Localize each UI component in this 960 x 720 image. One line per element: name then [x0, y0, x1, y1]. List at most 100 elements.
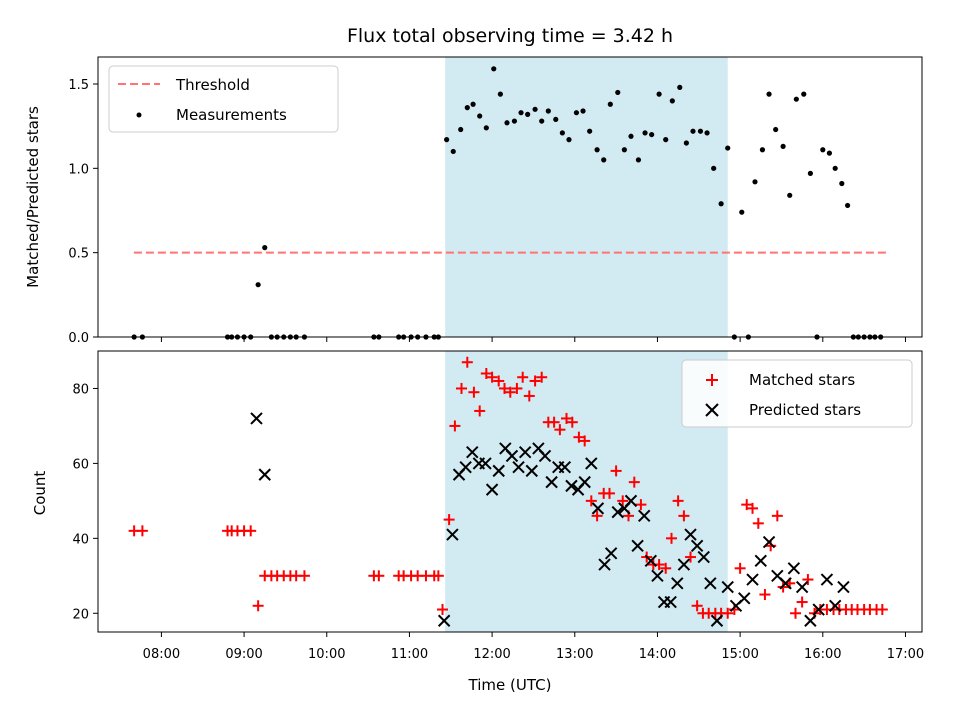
- predicted-star-point: [746, 573, 759, 586]
- y-tick-label: 40: [72, 532, 89, 547]
- matched-star-point: [741, 499, 753, 511]
- measurement-point: [539, 118, 545, 124]
- measurement-point: [683, 140, 689, 146]
- matched-star-point: [685, 551, 697, 563]
- predicted-star-point: [485, 483, 499, 496]
- measurement-point: [458, 126, 464, 133]
- measurement-point: [820, 147, 826, 153]
- matched-star-point: [802, 574, 814, 586]
- measurement-point: [635, 157, 642, 163]
- measurement-point: [607, 101, 613, 107]
- predicted-star-point: [492, 464, 505, 478]
- predicted-star-point: [754, 554, 767, 568]
- matched-star-point: [136, 525, 148, 537]
- matched-star-point: [752, 517, 764, 529]
- predicted-star-point: [578, 475, 591, 489]
- x-tick-label: 08:00: [143, 647, 180, 662]
- top-chart: 0.0 0.5 1.0 1.5 Flux total observing time =…: [24, 25, 923, 346]
- measurement-point: [525, 111, 531, 117]
- matched-star-point: [499, 382, 511, 394]
- measurement-point: [718, 201, 724, 207]
- measurement-point: [759, 147, 766, 153]
- matched-star-point: [493, 375, 505, 387]
- measurement-point: [483, 125, 489, 131]
- predicted-star-point: [704, 577, 717, 590]
- matched-star-point: [252, 600, 264, 612]
- legend-measurements-marker: [136, 112, 142, 118]
- predicted-star-point: [804, 614, 817, 627]
- predicted-star-point: [779, 577, 792, 590]
- y-tick-label: 0.5: [68, 247, 89, 262]
- measurement-point: [450, 148, 456, 155]
- predicted-star-point: [538, 449, 552, 463]
- matched-star-point: [585, 495, 597, 507]
- predicted-star-point: [518, 445, 532, 459]
- y-tick-label: 0.0: [68, 331, 89, 346]
- measurement-point: [677, 84, 683, 90]
- predicted-star-point: [611, 505, 624, 519]
- matched-star-point: [678, 510, 690, 522]
- predicted-star-point: [545, 475, 558, 489]
- predicted-star-point: [604, 547, 618, 560]
- matched-star-point: [548, 416, 560, 428]
- measurement-point: [628, 133, 634, 139]
- predicted-star-point: [787, 562, 801, 575]
- predicted-star-point: [697, 550, 710, 564]
- x-tick-label: 13:00: [556, 647, 593, 662]
- matched-star-point: [771, 510, 783, 522]
- observing-window-shade: [445, 351, 728, 632]
- predicted-star-point: [795, 580, 809, 594]
- measurement-point: [262, 245, 268, 251]
- measurement-point: [649, 131, 655, 138]
- predicted-star-point: [565, 479, 578, 493]
- top-legend: Threshold Measurements: [108, 65, 339, 133]
- measurement-point: [580, 108, 586, 114]
- legend-threshold-label: Threshold: [175, 76, 250, 94]
- measurement-point: [255, 282, 261, 288]
- matched-star-point: [796, 596, 808, 608]
- y-tick-label: 1.5: [68, 78, 89, 93]
- x-tick-label: 11:00: [391, 647, 428, 662]
- predicted-star-point: [466, 445, 479, 459]
- predicted-star-point: [591, 502, 605, 515]
- measurement-point: [518, 110, 524, 116]
- measurement-point: [766, 91, 772, 97]
- y-tick-label: 20: [72, 607, 89, 622]
- measurement-point: [826, 150, 833, 156]
- matched-star-point: [790, 607, 802, 619]
- top-plot-frame: [97, 56, 923, 338]
- legend-matched-marker: [706, 374, 718, 386]
- matched-star-point: [554, 424, 566, 436]
- predicted-star-point: [512, 460, 525, 474]
- matched-star-point: [432, 570, 444, 582]
- measurement-point: [553, 116, 559, 123]
- matched-star-point: [579, 435, 591, 447]
- matched-star-point: [759, 589, 771, 601]
- matched-star-point: [468, 386, 480, 398]
- predicted-star-point: [446, 528, 459, 541]
- measurement-point: [787, 192, 793, 198]
- measurement-point: [801, 91, 807, 97]
- matched-star-point: [511, 382, 523, 394]
- x-tick-label: 17:00: [887, 647, 924, 662]
- matched-star-point: [504, 386, 516, 398]
- matched-star-point: [628, 476, 640, 488]
- predicted-star-point: [258, 468, 271, 481]
- measurement-point: [752, 179, 758, 185]
- matched-star-point: [566, 416, 578, 428]
- matched-star-point: [373, 570, 385, 582]
- measurement-point: [704, 130, 710, 136]
- matched-star-point: [635, 499, 647, 511]
- observing-window-shade: [445, 57, 728, 337]
- measurement-point: [545, 108, 551, 114]
- bottom-plot-frame: [97, 350, 923, 633]
- measurement-point: [711, 165, 717, 171]
- predicted-star-point: [690, 539, 704, 553]
- matched-star-point: [245, 525, 257, 537]
- matched-star-point: [660, 562, 672, 574]
- measurement-point: [477, 113, 483, 119]
- measurement-point: [839, 180, 845, 187]
- predicted-star-point: [837, 580, 850, 594]
- predicted-star-point: [677, 558, 691, 571]
